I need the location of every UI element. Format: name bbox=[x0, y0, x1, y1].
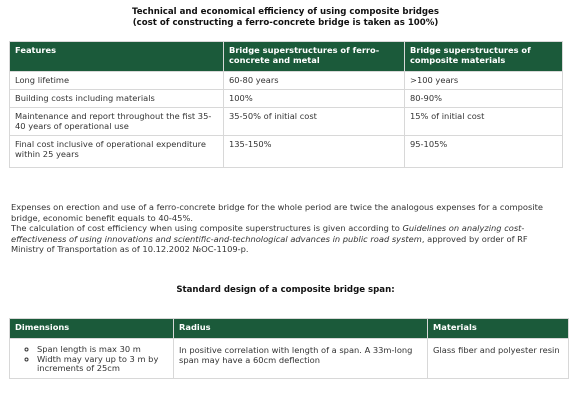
header-dimensions: Dimensions bbox=[9, 318, 174, 339]
cell-feature: Long lifetime bbox=[9, 71, 224, 90]
cell-feature: Maintenance and report throughout the fi… bbox=[9, 107, 224, 136]
section-title: Standard design of a composite bridge sp… bbox=[176, 285, 395, 295]
cell-ferro-concrete: 35-50% of initial cost bbox=[223, 107, 405, 136]
header-features: Features bbox=[9, 41, 224, 72]
cell-ferro-concrete: 100% bbox=[223, 89, 405, 108]
table-row: Long lifetime 60-80 years >100 years bbox=[9, 71, 563, 90]
dimensions-list: Span length is max 30 m Width may vary u… bbox=[15, 344, 168, 374]
paragraph-expenses: Expenses on erection and use of a ferro-… bbox=[11, 202, 543, 223]
paragraph-calculation-end: , approved by order of RF Ministry of Tr… bbox=[11, 233, 528, 255]
design-table-header: Dimensions Radius Materials bbox=[9, 318, 569, 339]
title-line-1: Technical and economical efficiency of u… bbox=[131, 7, 440, 17]
header-composite: Bridge superstructures of composite mate… bbox=[404, 41, 563, 72]
table-row: Final cost inclusive of operational expe… bbox=[9, 135, 563, 168]
page-title: Technical and economical efficiency of u… bbox=[0, 7, 571, 29]
guidelines-title: Guidelines on analyzing cost-effectivene… bbox=[11, 223, 525, 244]
cell-dimensions: Span length is max 30 m Width may vary u… bbox=[9, 338, 174, 379]
title-line-2: (cost of constructing a ferro-concrete b… bbox=[132, 18, 439, 28]
cell-composite: 95-105% bbox=[404, 135, 563, 168]
cell-radius: In positive correlation with length of a… bbox=[173, 338, 428, 379]
cell-composite: 80-90% bbox=[404, 89, 563, 108]
table-row: Span length is max 30 m Width may vary u… bbox=[9, 338, 569, 379]
design-table: Dimensions Radius Materials Span length … bbox=[9, 318, 569, 379]
efficiency-table-header: Features Bridge superstructures of ferro… bbox=[9, 41, 563, 72]
list-item: Width may vary up to 3 m by increments o… bbox=[37, 354, 168, 374]
explanation-paragraph: Expenses on erection and use of a ferro-… bbox=[11, 202, 563, 255]
cell-composite: 15% of initial cost bbox=[404, 107, 563, 136]
header-radius: Radius bbox=[173, 318, 428, 339]
paragraph-calculation-start: The calculation of cost efficiency when … bbox=[11, 223, 403, 234]
cell-ferro-concrete: 135-150% bbox=[223, 135, 405, 168]
efficiency-table: Features Bridge superstructures of ferro… bbox=[9, 41, 563, 168]
table-row: Maintenance and report throughout the fi… bbox=[9, 107, 563, 136]
cell-feature: Building costs including materials bbox=[9, 89, 224, 108]
list-item: Span length is max 30 m bbox=[37, 344, 168, 355]
header-materials: Materials bbox=[427, 318, 569, 339]
header-ferro-concrete: Bridge superstructures of ferro-concrete… bbox=[223, 41, 405, 72]
cell-composite: >100 years bbox=[404, 71, 563, 90]
paragraph-calculation: The calculation of cost efficiency when … bbox=[11, 223, 563, 255]
table-row: Building costs including materials 100% … bbox=[9, 89, 563, 108]
cell-ferro-concrete: 60-80 years bbox=[223, 71, 405, 90]
cell-feature: Final cost inclusive of operational expe… bbox=[9, 135, 224, 168]
cell-materials: Glass fiber and polyester resin bbox=[427, 338, 569, 379]
